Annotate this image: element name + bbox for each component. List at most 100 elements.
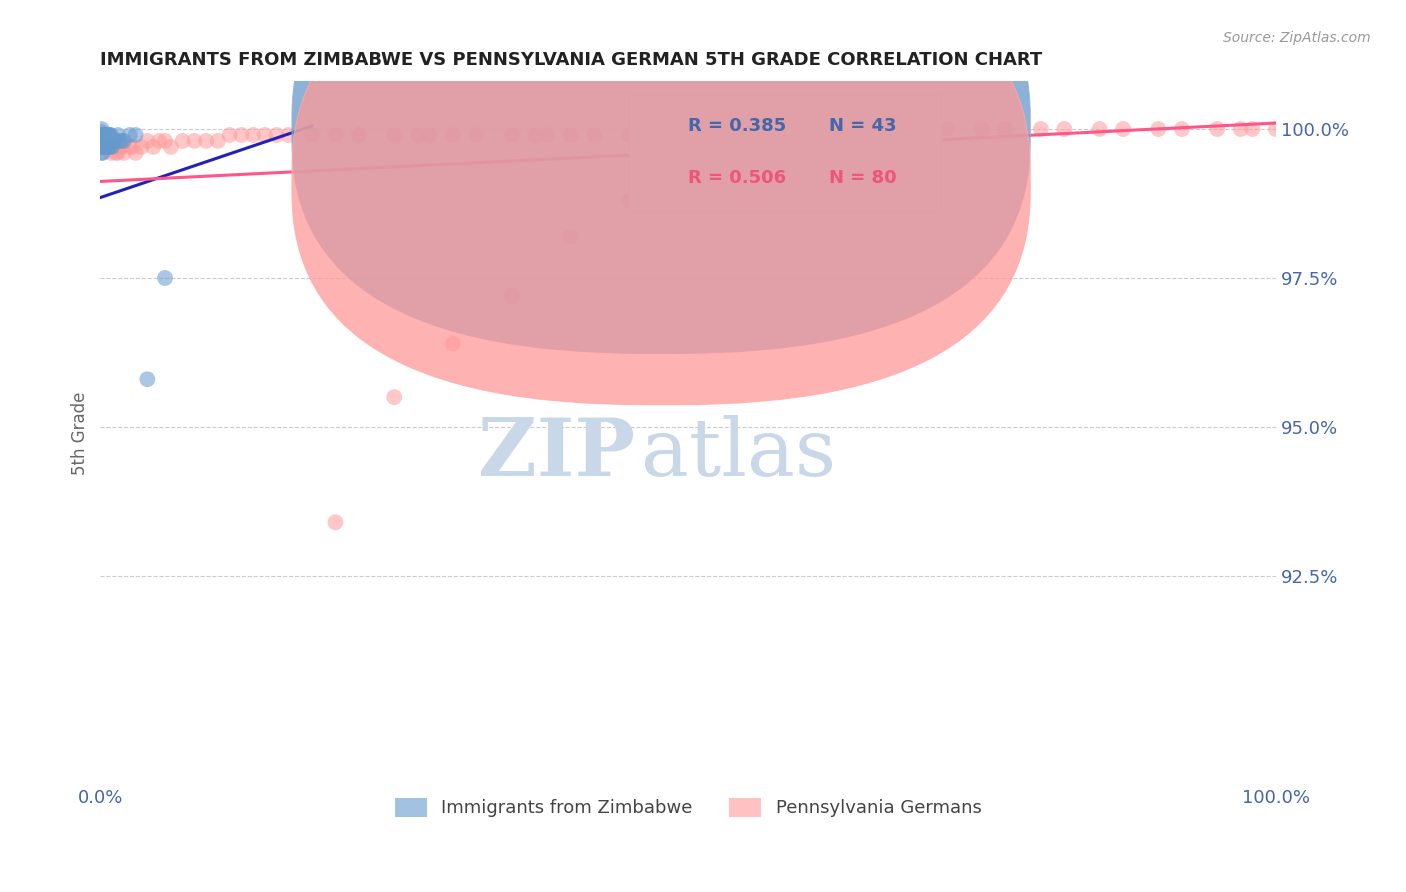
Y-axis label: 5th Grade: 5th Grade	[72, 392, 89, 475]
Point	[441, 128, 464, 142]
Point	[91, 140, 114, 154]
Point	[90, 140, 112, 154]
Point	[90, 140, 112, 154]
Point	[912, 122, 935, 136]
Point	[96, 140, 118, 154]
Point	[91, 134, 114, 148]
Point	[183, 134, 205, 148]
Point	[94, 128, 117, 142]
Point	[994, 122, 1017, 136]
Point	[101, 140, 124, 154]
Point	[142, 140, 165, 154]
FancyBboxPatch shape	[292, 0, 1031, 405]
Point	[524, 128, 547, 142]
Point	[277, 128, 299, 142]
FancyBboxPatch shape	[292, 0, 1031, 353]
Point	[347, 128, 370, 142]
Point	[153, 271, 176, 285]
Point	[96, 140, 118, 154]
Point	[1112, 122, 1135, 136]
Point	[1171, 122, 1194, 136]
Point	[112, 145, 135, 160]
Point	[153, 134, 176, 148]
Point	[253, 128, 276, 142]
Point	[160, 140, 183, 154]
Point	[231, 128, 253, 142]
Point	[441, 336, 464, 351]
Point	[122, 140, 145, 154]
Text: N = 43: N = 43	[830, 117, 897, 135]
Point	[107, 128, 129, 142]
Point	[124, 128, 146, 142]
Point	[382, 128, 405, 142]
Point	[501, 289, 523, 303]
Point	[325, 515, 347, 529]
FancyBboxPatch shape	[630, 95, 941, 211]
Point	[1206, 122, 1229, 136]
Point	[96, 140, 118, 154]
Point	[91, 145, 114, 160]
Point	[1241, 122, 1264, 136]
Point	[97, 140, 120, 154]
Point	[90, 134, 112, 148]
Point	[1029, 122, 1052, 136]
Text: Source: ZipAtlas.com: Source: ZipAtlas.com	[1223, 31, 1371, 45]
Point	[98, 140, 121, 154]
Point	[619, 194, 641, 208]
Point	[90, 145, 112, 160]
Point	[96, 128, 118, 142]
Point	[110, 134, 132, 148]
Point	[94, 134, 117, 148]
Point	[1265, 122, 1288, 136]
Legend: Immigrants from Zimbabwe, Pennsylvania Germans: Immigrants from Zimbabwe, Pennsylvania G…	[387, 791, 988, 824]
Text: N = 80: N = 80	[830, 169, 897, 186]
Point	[103, 140, 125, 154]
Point	[970, 122, 993, 136]
Point	[93, 131, 115, 145]
Point	[96, 140, 118, 154]
Point	[1229, 122, 1251, 136]
Point	[406, 128, 429, 142]
Point	[1053, 122, 1076, 136]
Point	[97, 128, 120, 142]
Point	[218, 128, 240, 142]
Point	[100, 140, 122, 154]
Text: ZIP: ZIP	[478, 415, 636, 493]
Point	[700, 122, 723, 136]
Point	[1088, 122, 1111, 136]
Point	[93, 140, 115, 154]
Point	[560, 229, 582, 244]
Point	[90, 122, 112, 136]
Point	[93, 140, 115, 154]
Point	[118, 128, 141, 142]
Point	[96, 128, 118, 142]
Point	[301, 128, 323, 142]
Point	[131, 140, 153, 154]
Text: R = 0.506: R = 0.506	[688, 169, 786, 186]
Point	[148, 134, 170, 148]
Point	[195, 134, 218, 148]
Point	[759, 122, 782, 136]
Point	[465, 128, 488, 142]
Text: atlas: atlas	[641, 415, 837, 493]
Text: R = 0.385: R = 0.385	[688, 117, 786, 135]
Point	[172, 134, 194, 148]
Point	[110, 140, 132, 154]
Point	[93, 128, 115, 142]
Point	[935, 122, 957, 136]
Point	[96, 134, 118, 148]
Point	[347, 128, 370, 142]
Point	[104, 145, 127, 160]
Point	[98, 128, 121, 142]
Point	[100, 145, 122, 160]
Point	[112, 134, 135, 148]
Point	[207, 134, 229, 148]
Point	[108, 140, 131, 154]
Point	[98, 134, 121, 148]
Point	[103, 134, 125, 148]
Point	[124, 145, 146, 160]
Point	[242, 128, 264, 142]
Point	[735, 122, 758, 136]
Point	[583, 128, 606, 142]
Point	[90, 128, 112, 142]
